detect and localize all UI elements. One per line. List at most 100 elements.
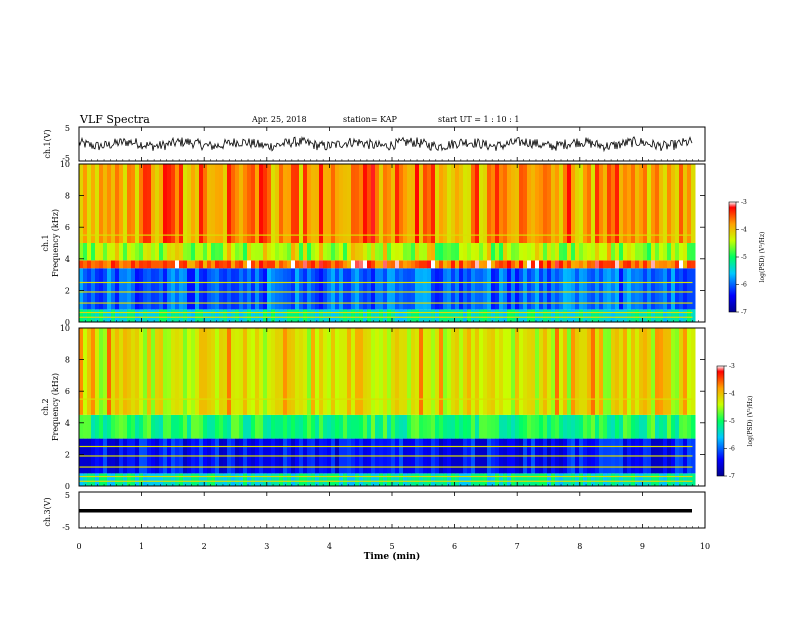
spectrogram-cell	[279, 414, 284, 439]
spectrogram-cell	[579, 268, 584, 310]
spectrogram-cell	[647, 268, 652, 310]
spectrogram-cell	[463, 243, 468, 261]
spectrogram-cell	[403, 328, 408, 415]
spectrogram-cell	[339, 414, 344, 439]
spectrogram-cell	[691, 268, 696, 310]
spectrogram-cell	[659, 164, 664, 243]
spectrogram-cell	[243, 414, 248, 439]
spectrogram-cell	[287, 309, 292, 322]
ytick-label: 8	[65, 356, 70, 365]
spectrogram-cell	[91, 309, 96, 322]
spectrogram-cell	[643, 309, 648, 322]
spectrogram-cell	[583, 328, 588, 415]
spectrogram-cell	[455, 473, 460, 486]
spectrogram-cell	[439, 309, 444, 322]
spectrogram-cell	[147, 243, 152, 261]
spectrogram-cell	[631, 414, 636, 439]
spectrogram-cell	[463, 260, 468, 269]
spectrogram-cell	[639, 473, 644, 486]
spectrogram-cell	[383, 243, 388, 261]
spectrogram-cell	[587, 328, 592, 415]
x-axis: 0 1 2 3 4 5 6 7 8 9 10	[76, 127, 710, 551]
spectrogram-cell	[79, 309, 84, 322]
spectrogram-cell	[131, 309, 136, 322]
spectrogram-cell	[471, 164, 476, 243]
xtick-label: 4	[327, 542, 332, 551]
spectrogram-cell	[531, 309, 536, 322]
spectrogram-cell	[83, 473, 88, 486]
spectrogram-cell	[507, 473, 512, 486]
spectrogram-cell	[107, 260, 112, 269]
spectrogram-cell	[119, 328, 124, 415]
spectrogram-cell	[367, 243, 372, 261]
spectrogram-cell	[219, 268, 224, 310]
spectrogram-cell	[515, 328, 520, 415]
spectrogram-cell	[547, 414, 552, 439]
colorbar-tick-label: -5	[741, 254, 747, 261]
ch1-spec-ylabel-line2: Frequency (kHz)	[51, 209, 60, 277]
spectrogram-cell	[135, 164, 140, 243]
spectrogram-cell	[303, 268, 308, 310]
spectrogram-cell	[659, 309, 664, 322]
spectrogram-cell	[407, 260, 412, 269]
spectrogram-cell	[323, 414, 328, 439]
spectrogram-cell	[203, 268, 208, 310]
spectrogram-cell	[567, 243, 572, 261]
spectrogram-cell	[95, 243, 100, 261]
spectrogram-cell	[567, 414, 572, 439]
spectrogram-cell	[563, 164, 568, 243]
spectrogram-cell	[315, 260, 320, 269]
spectrogram-cell	[183, 309, 188, 322]
spectrogram-cell	[315, 164, 320, 243]
spectrogram-cell	[635, 309, 640, 322]
spectrogram-cell	[619, 414, 624, 439]
spectrogram-cell	[443, 243, 448, 261]
spectrogram-cell	[235, 414, 240, 439]
spectrogram-cell	[231, 414, 236, 439]
spectrogram-cell	[403, 164, 408, 243]
spectrogram-cell	[123, 268, 128, 310]
ch2-spectrogram-panel: 0 2 4 6 8 10 ch.2 Frequency (kHz)	[41, 324, 706, 491]
spectrogram-cell	[143, 414, 148, 439]
spectrogram-cell	[155, 473, 160, 486]
spectrogram-cell	[383, 268, 388, 310]
spectrogram-cell	[271, 414, 276, 439]
spectrogram-cell	[635, 328, 640, 415]
spectrogram-cell	[235, 309, 240, 322]
spectrogram-cell	[339, 328, 344, 415]
spectrogram-cell	[79, 268, 84, 310]
spectrogram-cell	[415, 164, 420, 243]
spectrogram-cell	[175, 268, 180, 310]
spectrogram-cell	[447, 309, 452, 322]
spectrogram-cell	[575, 414, 580, 439]
spectrogram-cell	[375, 164, 380, 243]
spectrogram-cell	[79, 328, 84, 415]
spectrogram-cell	[347, 473, 352, 486]
spectrogram-cell	[299, 414, 304, 439]
spectrogram-cell	[391, 268, 396, 310]
spectrogram-cell	[559, 268, 564, 310]
spectrogram-cell	[647, 164, 652, 243]
spectrogram-cell	[339, 309, 344, 322]
spectrogram-cell	[687, 260, 692, 269]
spectrogram-cell	[611, 164, 616, 243]
spectrogram-cell	[555, 268, 560, 310]
spectrogram-cell	[547, 309, 552, 322]
spectrogram-cell	[359, 414, 364, 439]
spectrogram-cell	[479, 260, 484, 269]
spectrogram-cell	[131, 243, 136, 261]
spectrogram-cell	[163, 309, 168, 322]
spectrogram-cell	[379, 243, 384, 261]
spectrogram-cell	[435, 268, 440, 310]
spectrogram-cell	[295, 243, 300, 261]
spectrogram-cell	[119, 243, 124, 261]
spectrogram-cell	[487, 309, 492, 322]
figure-title: VLF Spectra	[79, 113, 150, 126]
spectrogram-cell	[403, 243, 408, 261]
spectrogram-cell	[387, 243, 392, 261]
spectrogram-cell	[175, 414, 180, 439]
spectrogram-cell	[83, 414, 88, 439]
spectrogram-cell	[335, 309, 340, 322]
spectrogram-cell	[167, 414, 172, 439]
spectrogram-cell	[411, 473, 416, 486]
